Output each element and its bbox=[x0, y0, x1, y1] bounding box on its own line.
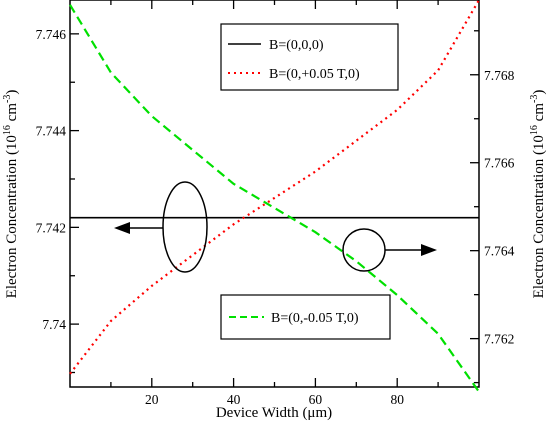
x-axis-title: Device Width (μm) bbox=[216, 405, 332, 421]
x-tick-label: 40 bbox=[227, 392, 241, 407]
x-tick-label: 20 bbox=[145, 392, 159, 407]
y-tick-label-left: 7.746 bbox=[36, 27, 67, 42]
y-axis-title-left: Electron Concentration (1016 cm-3) bbox=[2, 90, 20, 299]
y-tick-label-left: 7.744 bbox=[36, 124, 67, 139]
right-axis-annotation bbox=[342, 228, 437, 272]
legend-upper: B=(0,0,0) B=(0,+0.05 T,0) bbox=[220, 23, 399, 91]
left-arrow-head bbox=[114, 222, 130, 234]
y-tick-label-right: 7.768 bbox=[484, 68, 515, 83]
legend-box-upper bbox=[220, 23, 399, 91]
legend-label-green: B=(0,-0.05 T,0) bbox=[271, 311, 359, 326]
y-tick-label-right: 7.764 bbox=[484, 244, 515, 259]
y-tick-label-left: 7.742 bbox=[36, 220, 66, 235]
tick-labels: 20 40 60 80 7.74 7.742 7.744 7.746 7.762 7.764 7.7… bbox=[36, 27, 515, 407]
series-layer bbox=[69, 0, 480, 393]
series-line-1 bbox=[69, 0, 480, 375]
left-ellipse bbox=[162, 181, 208, 273]
legend-box-lower bbox=[220, 294, 391, 340]
left-axis-annotation bbox=[114, 181, 208, 273]
y-axis-title-right: Electron Concentration (1016 cm-3) bbox=[529, 90, 547, 299]
tick-marks bbox=[70, 0, 479, 387]
y-tick-label-right: 7.766 bbox=[484, 156, 515, 171]
y-tick-label-right: 7.762 bbox=[484, 332, 514, 347]
legend-lower: B=(0,-0.05 T,0) bbox=[220, 294, 391, 340]
right-arrow-head bbox=[421, 244, 437, 256]
legend-label-red: B=(0,+0.05 T,0) bbox=[269, 67, 360, 82]
legend-label-black: B=(0,0,0) bbox=[269, 38, 324, 53]
y-tick-label-left: 7.74 bbox=[42, 317, 66, 332]
x-tick-label: 60 bbox=[309, 392, 323, 407]
series-line-2 bbox=[69, 4, 480, 393]
x-tick-label: 80 bbox=[390, 392, 404, 407]
